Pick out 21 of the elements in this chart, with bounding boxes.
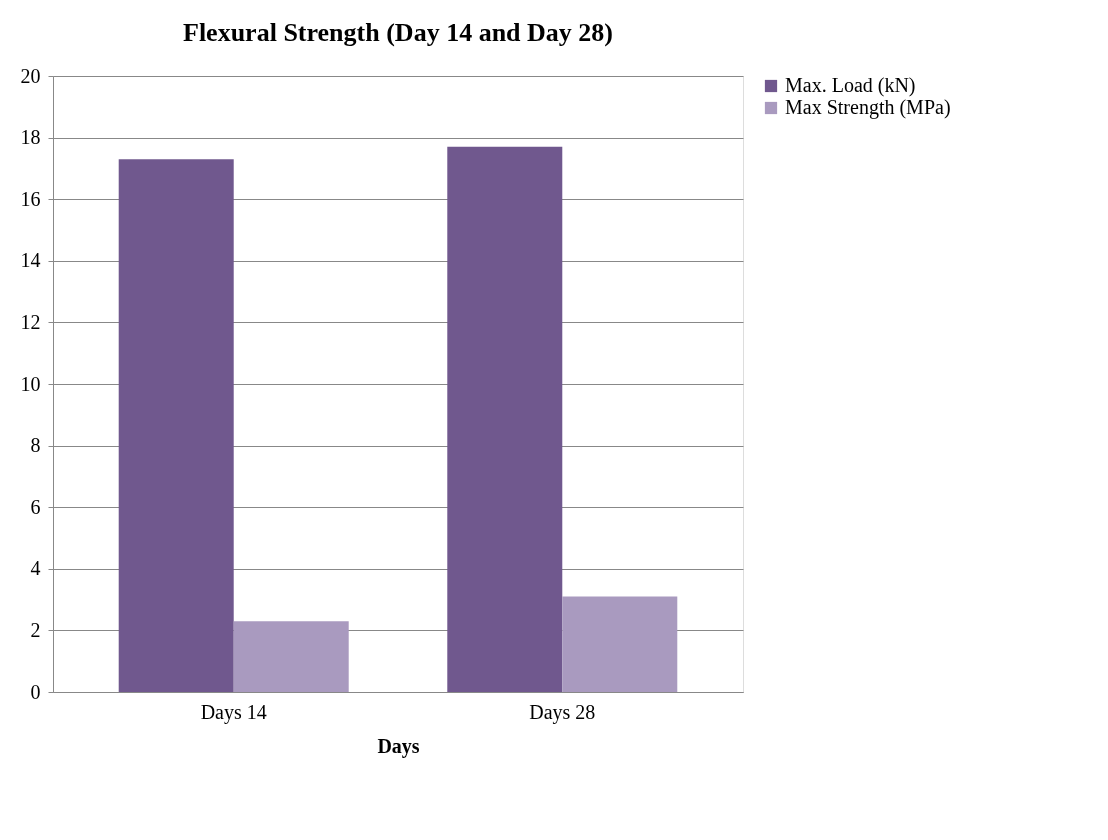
legend-label: Max. Load (kN) — [785, 74, 916, 97]
y-tick-label: 18 — [20, 126, 41, 149]
bar — [562, 596, 678, 692]
x-tick-label: Days 28 — [529, 700, 596, 724]
y-tick-label: 14 — [20, 249, 41, 272]
chart-title: Flexural Strength (Day 14 and Day 28) — [183, 18, 613, 47]
x-axis-title: Days — [377, 734, 420, 758]
y-tick-label: 16 — [20, 187, 41, 210]
legend-label: Max Strength (MPa) — [785, 96, 951, 119]
y-tick-label: 6 — [30, 495, 41, 518]
y-tick-label: 4 — [30, 557, 41, 580]
y-tick-label: 0 — [30, 680, 41, 703]
y-tick-label: 12 — [20, 310, 41, 333]
x-tick-label: Days 14 — [200, 700, 267, 724]
bar — [118, 159, 234, 692]
y-tick-label: 2 — [30, 618, 41, 641]
y-tick-label: 20 — [20, 64, 41, 87]
bar — [447, 146, 563, 692]
y-tick-label: 10 — [20, 372, 41, 395]
y-tick-label: 8 — [30, 434, 41, 457]
bar — [233, 621, 349, 692]
